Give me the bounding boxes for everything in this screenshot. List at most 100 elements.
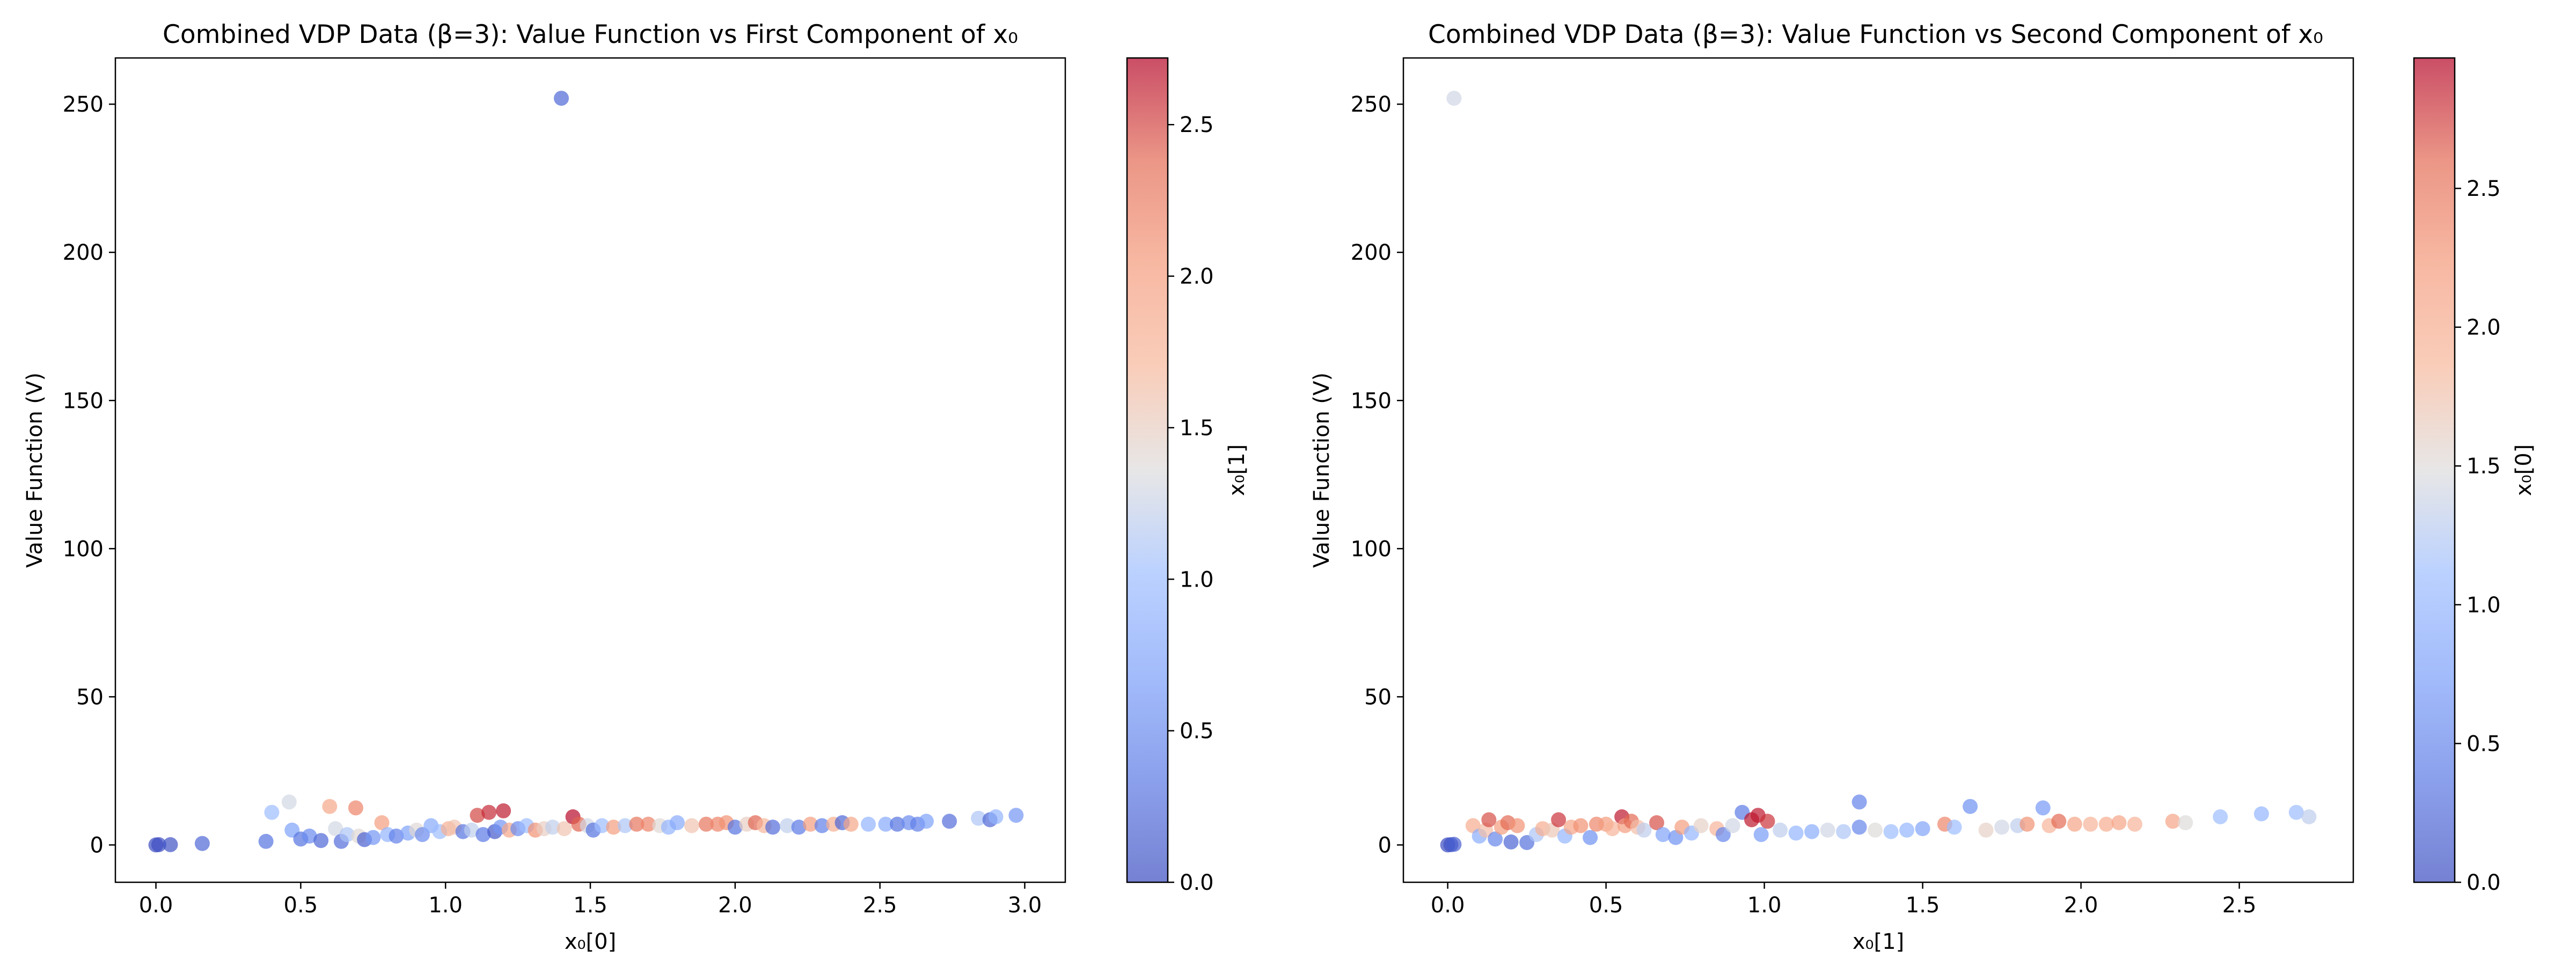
- data-point: [1994, 819, 2010, 835]
- plot-area: [1440, 91, 2317, 853]
- x-tick-label: 1.5: [573, 893, 608, 918]
- data-point: [971, 810, 986, 826]
- y-tick-label: 200: [63, 240, 104, 265]
- x-tick-label: 0.5: [284, 893, 318, 918]
- data-point: [1899, 822, 1915, 838]
- x-tick-label: 0.0: [1431, 893, 1465, 918]
- data-point: [1446, 837, 1462, 852]
- data-point: [1725, 818, 1740, 833]
- colorbar-tick-label: 0.0: [2467, 870, 2501, 895]
- data-point: [1753, 827, 1769, 843]
- colorbar-tick-label: 0.0: [1180, 870, 1214, 895]
- data-point: [374, 815, 390, 830]
- chart-title: Combined VDP Data (β=3): Value Function …: [163, 20, 1018, 49]
- data-point: [861, 816, 876, 832]
- colorbar-tick-label: 2.5: [1180, 113, 1214, 137]
- data-point: [1481, 812, 1497, 828]
- data-point: [348, 800, 363, 816]
- colorbar-label: x₀[0]: [2512, 444, 2536, 496]
- data-point: [780, 818, 795, 833]
- data-point: [1583, 830, 1598, 845]
- data-point: [2083, 816, 2098, 832]
- plot-area: [148, 91, 1024, 853]
- colorbar-ticks: 0.0 0.5 1.0 1.5 2.0 2.5: [1168, 113, 1214, 895]
- chart-panel-first-component: Combined VDP Data (β=3): Value Function …: [23, 20, 1249, 954]
- data-point: [389, 828, 404, 844]
- y-tick-label: 0: [90, 833, 104, 858]
- data-point: [2019, 816, 2035, 832]
- y-tick-label: 0: [1378, 833, 1392, 858]
- data-point: [470, 808, 485, 823]
- data-point: [496, 803, 511, 818]
- data-point: [1760, 814, 1775, 829]
- data-point: [313, 833, 329, 848]
- x-tick-label: 1.0: [428, 893, 463, 918]
- colorbar-tick-label: 2.5: [2467, 177, 2501, 201]
- data-point: [727, 819, 743, 835]
- y-tick-label: 50: [1364, 685, 1392, 709]
- data-point: [1649, 815, 1664, 830]
- data-point: [814, 818, 830, 833]
- data-point: [2178, 815, 2193, 830]
- data-point: [606, 819, 621, 835]
- data-point: [1446, 91, 1462, 106]
- data-point: [1868, 822, 1883, 838]
- x-tick-label: 2.5: [2222, 893, 2257, 918]
- data-point: [194, 836, 210, 851]
- y-tick-label: 250: [1351, 92, 1392, 117]
- axes-frame: [114, 57, 1066, 883]
- data-point: [481, 804, 497, 820]
- data-point: [684, 818, 699, 833]
- colorbar: 0.0 0.5 1.0 1.5 2.0 2.5 x₀[0]: [2413, 57, 2536, 895]
- data-point: [2288, 804, 2304, 820]
- data-point: [669, 815, 685, 830]
- data-point: [365, 830, 381, 845]
- data-point: [2301, 809, 2317, 824]
- colorbar-tick-label: 1.5: [2467, 454, 2501, 479]
- y-axis-label: Value Function (V): [1309, 372, 1334, 568]
- data-point: [878, 816, 894, 832]
- data-point: [1551, 812, 1567, 828]
- data-point: [942, 814, 957, 829]
- data-point: [1836, 824, 1851, 839]
- colorbar-tick-label: 1.0: [2467, 593, 2501, 618]
- data-point: [617, 818, 633, 833]
- y-tick-label: 100: [63, 537, 104, 561]
- data-point: [1851, 794, 1867, 810]
- data-point: [2111, 815, 2127, 830]
- data-point: [843, 816, 859, 832]
- data-point: [988, 809, 1004, 824]
- data-point: [1788, 825, 1804, 841]
- data-point: [1655, 827, 1671, 843]
- x-axis: 0.0 0.5 1.0 1.5 2.0 2.5: [1431, 882, 2257, 918]
- data-point: [1693, 818, 1709, 833]
- data-point: [464, 822, 479, 838]
- data-point: [803, 816, 818, 832]
- data-point: [1773, 822, 1788, 838]
- chart-title: Combined VDP Data (β=3): Value Function …: [1428, 20, 2323, 49]
- data-point: [322, 799, 338, 814]
- data-point: [475, 827, 491, 843]
- data-point: [919, 814, 934, 829]
- data-point: [554, 91, 569, 106]
- x-tick-label: 1.5: [1906, 893, 1940, 918]
- data-point: [629, 816, 645, 832]
- x-tick-label: 0.5: [1589, 893, 1623, 918]
- colorbar-gradient: [1127, 58, 1168, 882]
- data-point: [163, 837, 178, 852]
- axes-frame: [1402, 57, 2354, 883]
- data-point: [151, 837, 166, 852]
- data-point: [2035, 800, 2051, 816]
- colorbar-tick-label: 0.5: [1180, 719, 1214, 744]
- colorbar-gradient: [2414, 58, 2455, 882]
- y-tick-label: 150: [1351, 389, 1392, 413]
- data-point: [1820, 822, 1835, 838]
- data-point: [1715, 827, 1731, 843]
- y-axis-label: Value Function (V): [23, 372, 47, 568]
- y-tick-label: 250: [63, 92, 104, 117]
- data-point: [1851, 819, 1867, 835]
- data-point: [2165, 814, 2180, 829]
- x-tick-label: 1.0: [1747, 893, 1782, 918]
- x-axis-label: x₀[1]: [1853, 930, 1904, 954]
- colorbar-frame: [2413, 57, 2456, 883]
